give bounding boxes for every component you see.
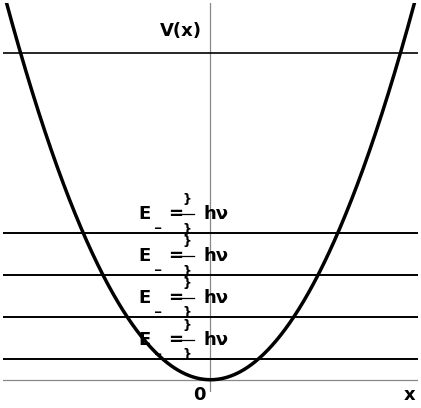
Text: }: } [183,319,192,332]
Text: }: } [183,348,192,361]
Text: E: E [139,289,151,307]
Text: hν: hν [204,205,229,223]
Text: }: } [183,223,192,236]
Text: hν: hν [204,247,229,265]
Text: 0: 0 [193,386,206,404]
Text: }: } [183,306,192,319]
Text: E: E [139,247,151,265]
Text: V(x): V(x) [160,22,202,40]
Text: _: _ [155,342,161,355]
Text: =: = [168,247,184,265]
Text: =: = [168,289,184,307]
Text: hν: hν [204,331,229,349]
Text: E: E [139,331,151,349]
Text: }: } [183,277,192,290]
Text: }: } [183,264,192,277]
Text: =: = [168,205,184,223]
Text: _: _ [155,216,161,229]
Text: }: } [183,235,192,248]
Text: }: } [183,193,192,206]
Text: E: E [139,205,151,223]
Text: hν: hν [204,289,229,307]
Text: _: _ [155,258,161,271]
Text: x: x [404,386,416,404]
Text: =: = [168,331,184,349]
Text: _: _ [155,300,161,313]
